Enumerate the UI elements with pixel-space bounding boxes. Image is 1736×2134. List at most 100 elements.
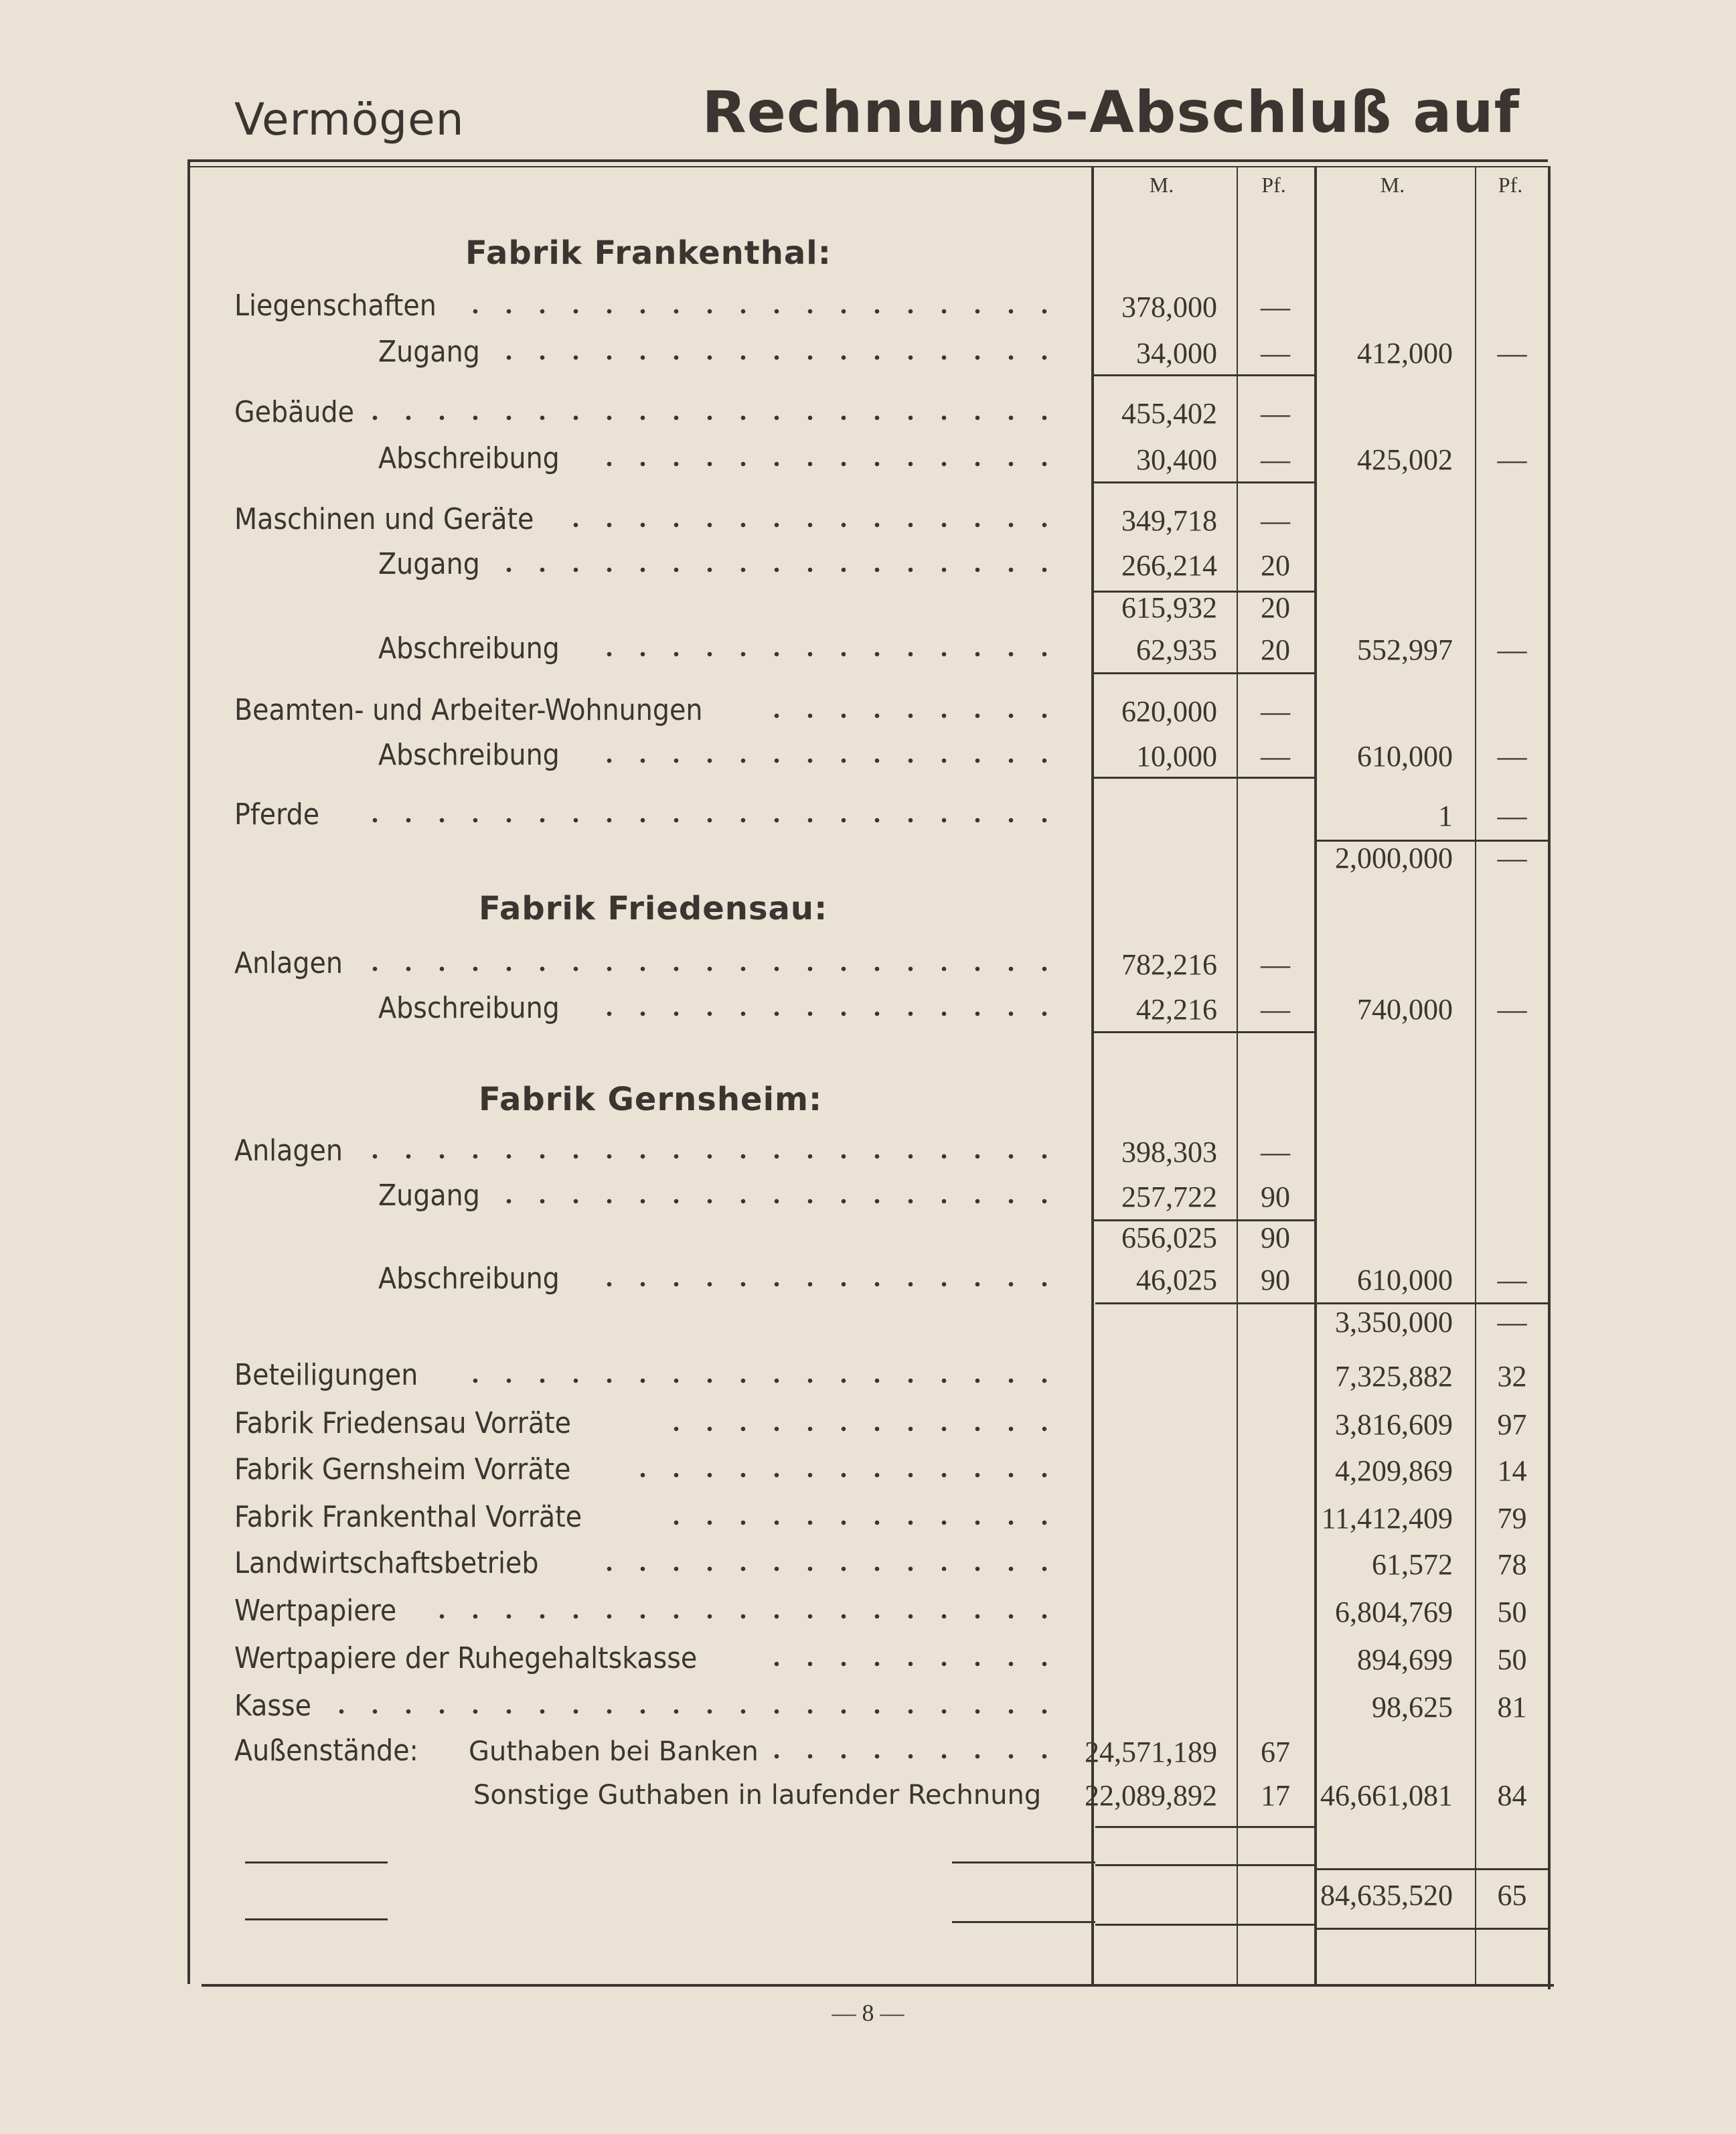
amount-pf2: — (1497, 337, 1527, 370)
table-row: Maschinen und Geräte 349,718 — (0, 502, 1736, 540)
amount-m2: 610,000 (1357, 1264, 1453, 1297)
amount-m2: 610,000 (1357, 739, 1453, 773)
page-heading-assets: Vermögen (234, 94, 465, 145)
table-row: Sonstige Guthaben in laufender Rechnung 2… (0, 1777, 1736, 1815)
row-label: Wertpapiere (234, 1593, 397, 1628)
amount-m1: 62,935 (1136, 633, 1217, 667)
rule-line (1316, 1868, 1551, 1870)
dot-leader (360, 1154, 1061, 1160)
row-label: Pferde (234, 797, 320, 832)
amount-m1: 615,932 (1121, 591, 1217, 625)
row-label: Fabrik Gernsheim Vorräte (234, 1452, 571, 1487)
amount-pf1: — (1261, 291, 1290, 324)
table-row: Abschreibung 62,935 20 552,997 — (0, 631, 1736, 669)
amount-m2: 3,816,609 (1335, 1407, 1453, 1441)
row-label: Abschreibung (378, 1262, 560, 1296)
table-row: 2,000,000 — (0, 840, 1736, 877)
rule-line (244, 1861, 388, 1863)
amount-pf2: 65 (1497, 1878, 1527, 1912)
table-row: Abschreibung 10,000 — 610,000 — (0, 738, 1736, 775)
rule-line (1091, 590, 1314, 593)
row-label: Abschreibung (378, 631, 560, 666)
amount-pf1: — (1261, 443, 1290, 476)
amount-pf2: — (1497, 1264, 1527, 1297)
rule-line (1091, 1219, 1314, 1221)
amount-pf2: 50 (1497, 1643, 1527, 1677)
table-row: Abschreibung 46,025 90 610,000 — (0, 1262, 1736, 1299)
row-label: Zugang (378, 547, 480, 582)
amount-m2: 1 (1438, 799, 1453, 833)
amount-pf1: 20 (1261, 591, 1290, 625)
amount-m2: 6,804,769 (1335, 1595, 1453, 1628)
amount-pf1: — (1261, 694, 1290, 728)
row-sublabel: Sonstige Guthaben in laufender Rechnung (473, 1780, 1042, 1811)
amount-pf1: — (1261, 992, 1290, 1026)
amount-pf2: 14 (1497, 1454, 1527, 1487)
table-row: 84,635,520 65 (0, 1877, 1736, 1914)
rule-line (1091, 374, 1314, 376)
rule-line (201, 1983, 1554, 1987)
amount-pf1: 17 (1261, 1779, 1290, 1813)
dot-leader (328, 1709, 1061, 1715)
amount-pf2: — (1497, 799, 1527, 833)
amount-pf1: — (1261, 396, 1290, 430)
amount-m2: 894,699 (1357, 1643, 1453, 1677)
amount-pf2: 78 (1497, 1547, 1527, 1581)
amount-m2: 425,002 (1357, 443, 1453, 476)
amount-pf1: 20 (1261, 549, 1290, 583)
amount-m2: 11,412,409 (1321, 1501, 1453, 1535)
amount-m2: 412,000 (1357, 337, 1453, 370)
amount-m1: 34,000 (1136, 337, 1217, 370)
rule-line (1095, 1825, 1317, 1828)
row-label: Liegenschaften (234, 289, 437, 323)
row-label: Fabrik Friedensau Vorräte (234, 1405, 571, 1440)
rule-line (1091, 1031, 1314, 1034)
amount-m1: 398,303 (1121, 1136, 1217, 1169)
amount-m1: 455,402 (1121, 396, 1217, 430)
rule-line (1091, 481, 1314, 484)
rule-line (187, 165, 1549, 167)
amount-pf2: — (1497, 739, 1527, 773)
rule-line (1316, 1928, 1551, 1930)
rule-line (1095, 1924, 1317, 1926)
row-sublabel: Guthaben bei Banken (469, 1736, 759, 1768)
dot-leader (633, 1472, 1061, 1478)
table-row: Zugang 34,000 — 412,000 — (0, 335, 1736, 372)
amount-m2: 98,625 (1372, 1691, 1453, 1724)
amount-pf2: 81 (1497, 1691, 1527, 1724)
row-label: Maschinen und Geräte (234, 502, 534, 537)
amount-m1: 30,400 (1136, 443, 1217, 476)
amount-m2: 84,635,520 (1320, 1878, 1453, 1912)
amount-m1: 620,000 (1121, 694, 1217, 728)
table-row: 615,932 20 (0, 589, 1736, 627)
amount-pf1: 90 (1261, 1264, 1290, 1297)
amount-pf2: — (1497, 443, 1527, 476)
table-row: Kasse 98,625 81 (0, 1689, 1736, 1726)
amount-m1: 42,216 (1136, 992, 1217, 1026)
amount-m1: 24,571,189 (1085, 1736, 1217, 1769)
amount-pf2: 97 (1497, 1407, 1527, 1441)
dot-leader (488, 1199, 1061, 1205)
amount-pf1: — (1261, 1136, 1290, 1169)
amount-pf1: — (1261, 739, 1290, 773)
table-row: Fabrik Frankenthal Vorräte 11,412,409 79 (0, 1500, 1736, 1537)
amount-m1: 22,089,892 (1085, 1779, 1217, 1813)
rule-line (952, 1921, 1095, 1924)
table-row: 656,025 90 (0, 1219, 1736, 1257)
column-rule (1474, 165, 1476, 1984)
dot-leader (584, 757, 1061, 763)
amount-m1: 349,718 (1121, 504, 1217, 538)
table-row: Pferde 1 — (0, 797, 1736, 835)
table-row: Anlagen 782,216 — (0, 946, 1736, 984)
table-row: Wertpapiere der Ruhegehaltskasse 894,699 5… (0, 1641, 1736, 1679)
row-label: Fabrik Frankenthal Vorräte (234, 1499, 582, 1534)
row-label: Kasse (234, 1689, 312, 1724)
row-label: Anlagen (234, 1134, 343, 1168)
row-label: Zugang (378, 1178, 480, 1213)
dot-leader (473, 309, 1061, 315)
amount-m1: 46,025 (1136, 1264, 1217, 1297)
table-row: Fabrik Gernsheim: (0, 1081, 1736, 1118)
rule-line (1091, 777, 1314, 779)
row-label: Zugang (378, 335, 480, 370)
dot-leader (584, 1010, 1061, 1016)
